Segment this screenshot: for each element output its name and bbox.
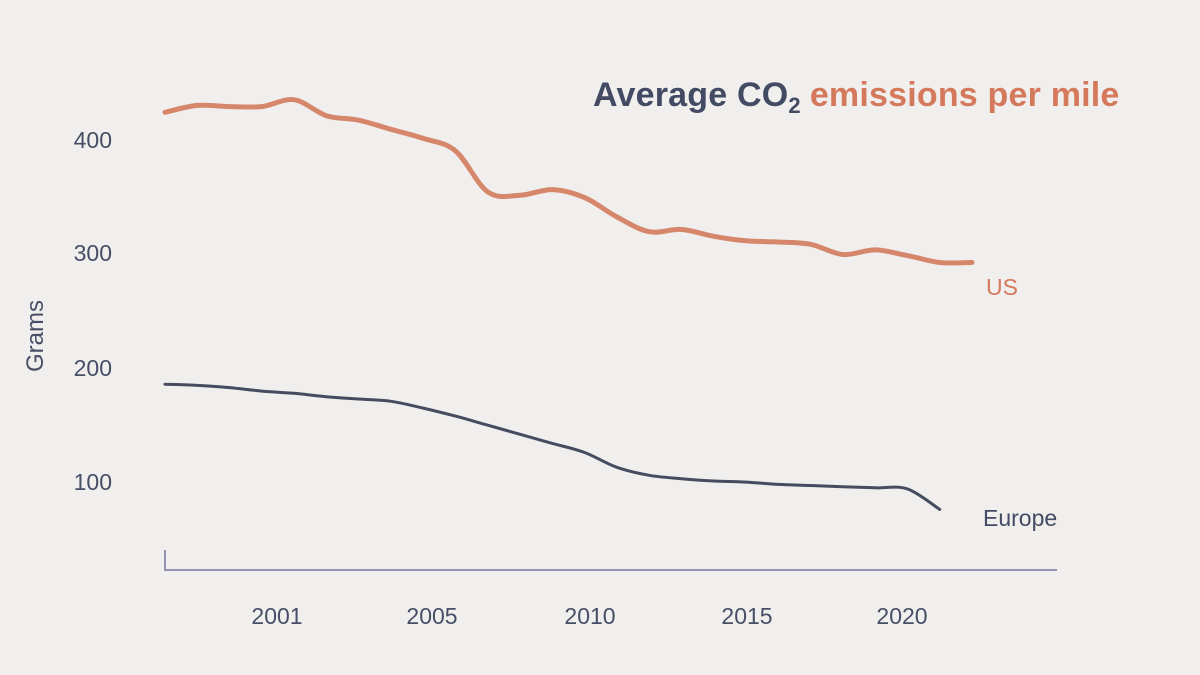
chart-title: Average CO2 emissions per mile [593,76,1120,119]
chart-title-dark: Average CO [593,76,789,114]
y-tick-label-400: 400 [73,127,112,153]
x-tick-label-2010: 2010 [564,603,616,629]
europe-series-line [163,382,942,511]
series-label-us: US [986,274,1018,300]
chart-title-subscript: 2 [788,93,801,118]
y-tick-label-200: 200 [73,355,112,381]
x-tick-label-2005: 2005 [406,603,458,629]
y-tick-label-100: 100 [73,469,112,495]
series-label-europe: Europe [983,505,1058,531]
x-tick-label-2001: 2001 [251,603,303,629]
us-series-line [162,97,975,266]
y-tick-label-300: 300 [73,240,112,266]
x-tick-label-2020: 2020 [876,603,928,629]
x-tick-label-2015: 2015 [721,603,773,629]
chart-title-accent: emissions per mile [809,76,1120,114]
y-axis-label-grams: Grams [22,300,49,372]
